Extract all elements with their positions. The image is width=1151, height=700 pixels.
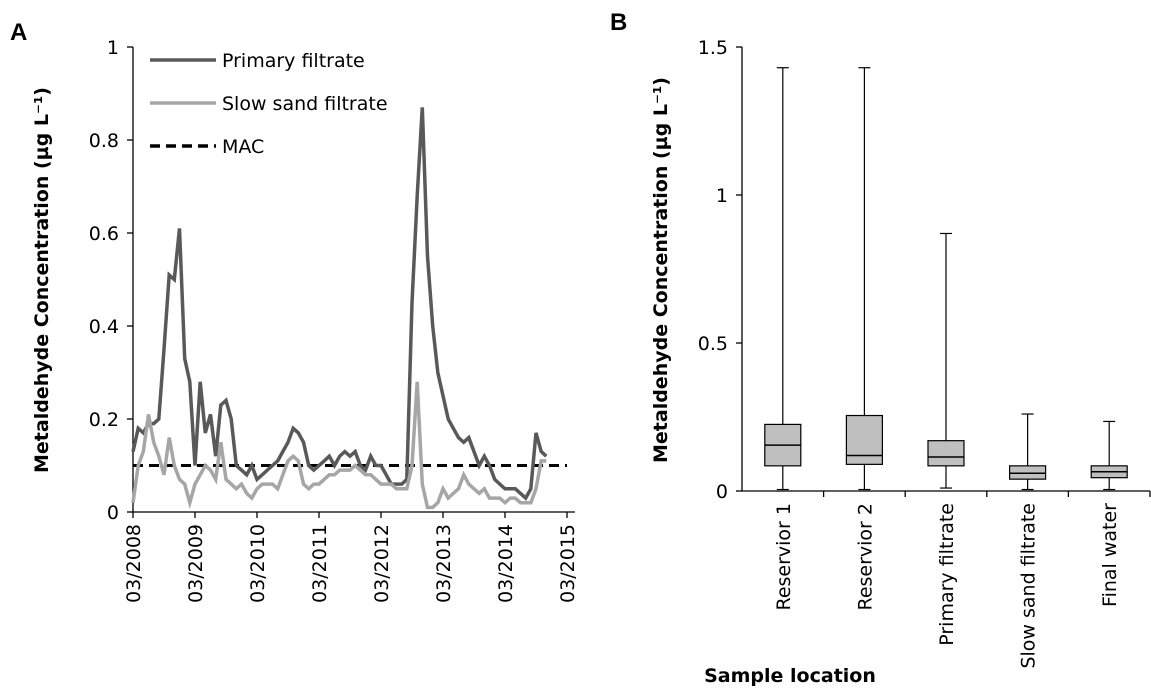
y-tick-label: 0 xyxy=(716,481,728,503)
panel-label: A xyxy=(10,19,27,46)
y-tick-label: 1 xyxy=(107,37,119,59)
y-axis-title: Metaldehyde Concentration (µg L⁻¹) xyxy=(31,87,53,473)
y-tick-label: 0.6 xyxy=(89,223,119,245)
y-tick-label: 0.2 xyxy=(89,409,119,431)
x-tick-label: 03/2014 xyxy=(495,524,517,603)
x-tick-label: 03/2008 xyxy=(123,524,145,603)
y-tick-label: 0.5 xyxy=(698,333,728,355)
series-line xyxy=(131,381,547,510)
y-axis-title: Metaldehyde Concentration (µg L⁻¹) xyxy=(650,77,672,463)
x-tick-label: Reservior 2 xyxy=(854,503,876,611)
legend-label: Slow sand filtrate xyxy=(222,93,388,115)
x-tick-label: 03/2011 xyxy=(309,524,331,603)
y-tick-label: 0 xyxy=(107,502,119,524)
panel-label: B xyxy=(610,9,627,36)
y-tick-label: 0.8 xyxy=(89,130,119,152)
x-tick-label: 03/2009 xyxy=(185,524,207,603)
box xyxy=(927,440,965,467)
x-tick-label: 03/2013 xyxy=(433,524,455,603)
x-tick-label: 03/2012 xyxy=(371,524,393,603)
x-tick-label: Reservior 1 xyxy=(773,503,795,611)
legend-label: MAC xyxy=(222,136,264,158)
y-tick-label: 1 xyxy=(716,185,728,207)
legend-label: Primary filtrate xyxy=(222,50,365,72)
y-tick-label: 1.5 xyxy=(698,37,728,59)
series-line xyxy=(131,107,548,501)
x-tick-label: Final water xyxy=(1099,503,1121,607)
x-tick-label: Primary filtrate xyxy=(936,503,958,646)
x-axis-title: Sample location xyxy=(704,665,876,687)
box xyxy=(845,414,884,465)
x-tick-label: 03/2015 xyxy=(557,524,579,603)
x-tick-label: 03/2010 xyxy=(247,524,269,603)
y-tick-label: 0.4 xyxy=(89,316,119,338)
x-tick-label: Slow sand filtrate xyxy=(1018,503,1040,669)
